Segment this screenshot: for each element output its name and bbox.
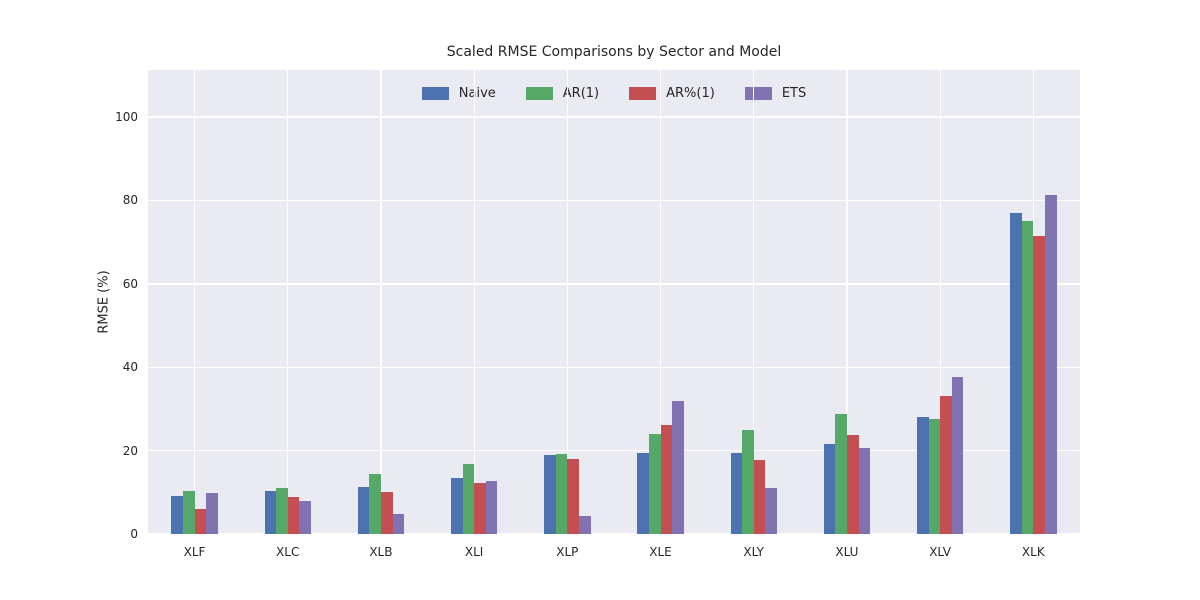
legend: Naive AR(1) AR%(1) ETS (148, 86, 1080, 101)
bar-XLB-ETS (392, 514, 405, 534)
x-tick-label: XLP (556, 545, 579, 559)
y-tick-label: 0 (130, 527, 138, 541)
y-tick-label: 100 (115, 110, 138, 125)
gridline-vertical (659, 70, 662, 534)
legend-swatch (629, 87, 657, 100)
bar-XLC-Naive (264, 491, 277, 534)
gridline-vertical (753, 70, 755, 534)
bar-XLE-Naive (637, 453, 649, 534)
bar-XLY-Naive (730, 453, 743, 534)
bar-XLY-ETS (765, 487, 778, 534)
gridline-horizontal (148, 449, 1080, 452)
bar-XLU-AR(1) (835, 413, 847, 534)
y-tick-label: 60 (122, 276, 138, 291)
bar-XLF-ETS (206, 492, 218, 534)
legend-label: ETS (781, 86, 807, 101)
bar-XLP-AR(1) (555, 453, 568, 534)
bar-XLF-AR(1) (182, 491, 195, 534)
bar-XLC-AR%(1) (287, 496, 300, 534)
bar-XLP-AR%(1) (567, 458, 580, 534)
legend-entry-ETS: ETS (744, 86, 807, 101)
y-tick-label: 20 (122, 443, 138, 458)
gridline-vertical (473, 70, 475, 534)
legend-label: Naive (458, 86, 496, 101)
bar-XLI-ETS (485, 481, 498, 534)
x-tick-label: XLU (835, 545, 859, 559)
bar-XLV-Naive (916, 417, 929, 534)
bar-XLU-AR%(1) (847, 435, 859, 534)
bar-XLK-AR%(1) (1033, 235, 1046, 534)
legend-entry-AR(1): AR(1) (525, 86, 600, 101)
bar-XLB-AR%(1) (381, 492, 393, 534)
gridline-horizontal (148, 199, 1080, 202)
y-tick-label: 40 (122, 360, 138, 375)
bar-XLY-AR%(1) (753, 460, 766, 534)
x-tick-label: XLB (369, 545, 393, 559)
y-tick-label: 80 (122, 193, 138, 208)
gridline-horizontal (148, 283, 1080, 285)
legend-swatch (525, 87, 553, 100)
bar-XLI-AR%(1) (474, 483, 486, 534)
legend-swatch (744, 87, 772, 100)
bar-XLB-AR(1) (369, 473, 381, 534)
bar-XLP-Naive (544, 455, 556, 534)
bar-XLF-AR%(1) (194, 509, 207, 534)
gridline-vertical (193, 70, 196, 534)
bar-XLE-ETS (672, 401, 684, 534)
bar-XLK-Naive (1010, 213, 1022, 534)
bar-XLY-AR(1) (742, 430, 754, 534)
chart-title: Scaled RMSE Comparisons by Sector and Mo… (446, 44, 782, 60)
x-tick-label: XLE (649, 545, 672, 559)
bar-XLB-Naive (357, 486, 370, 534)
bar-XLU-Naive (823, 443, 836, 534)
bar-XLV-ETS (951, 377, 964, 534)
bar-XLE-AR%(1) (660, 425, 673, 534)
x-tick-label: XLF (183, 545, 206, 559)
legend-entry-Naive: Naive (421, 86, 496, 101)
legend-entry-AR%(1): AR%(1) (629, 86, 715, 101)
plot-area: Naive AR(1) AR%(1) ETS (148, 70, 1080, 534)
gridline-vertical (566, 70, 569, 534)
x-tick-label: XLY (743, 545, 765, 559)
bar-XLI-AR(1) (462, 463, 475, 534)
bar-XLC-ETS (299, 501, 312, 534)
gridline-vertical (939, 70, 941, 534)
bar-XLI-Naive (450, 478, 463, 534)
bar-XLV-AR%(1) (940, 396, 952, 534)
gridline-horizontal (148, 366, 1080, 368)
gridline-vertical (380, 70, 382, 534)
x-tick-label: XLV (929, 545, 951, 559)
legend-swatch (421, 87, 449, 100)
bar-XLK-AR(1) (1021, 221, 1034, 534)
bar-XLP-ETS (579, 516, 591, 534)
gridline-horizontal (148, 533, 1080, 534)
bar-XLU-ETS (858, 448, 871, 534)
bar-XLK-ETS (1045, 195, 1057, 534)
x-tick-label: XLI (464, 545, 484, 559)
bar-XLV-AR(1) (928, 418, 941, 534)
gridline-vertical (846, 70, 848, 534)
gridline-vertical (287, 70, 289, 534)
gridline-horizontal (148, 116, 1080, 118)
x-tick-label: XLK (1021, 545, 1045, 559)
bar-XLE-AR(1) (648, 433, 661, 534)
bar-XLC-AR(1) (276, 488, 288, 534)
x-tick-label: XLC (276, 545, 300, 559)
legend-label: AR%(1) (666, 86, 715, 101)
bar-XLF-Naive (171, 496, 183, 534)
legend-label: AR(1) (562, 86, 600, 101)
